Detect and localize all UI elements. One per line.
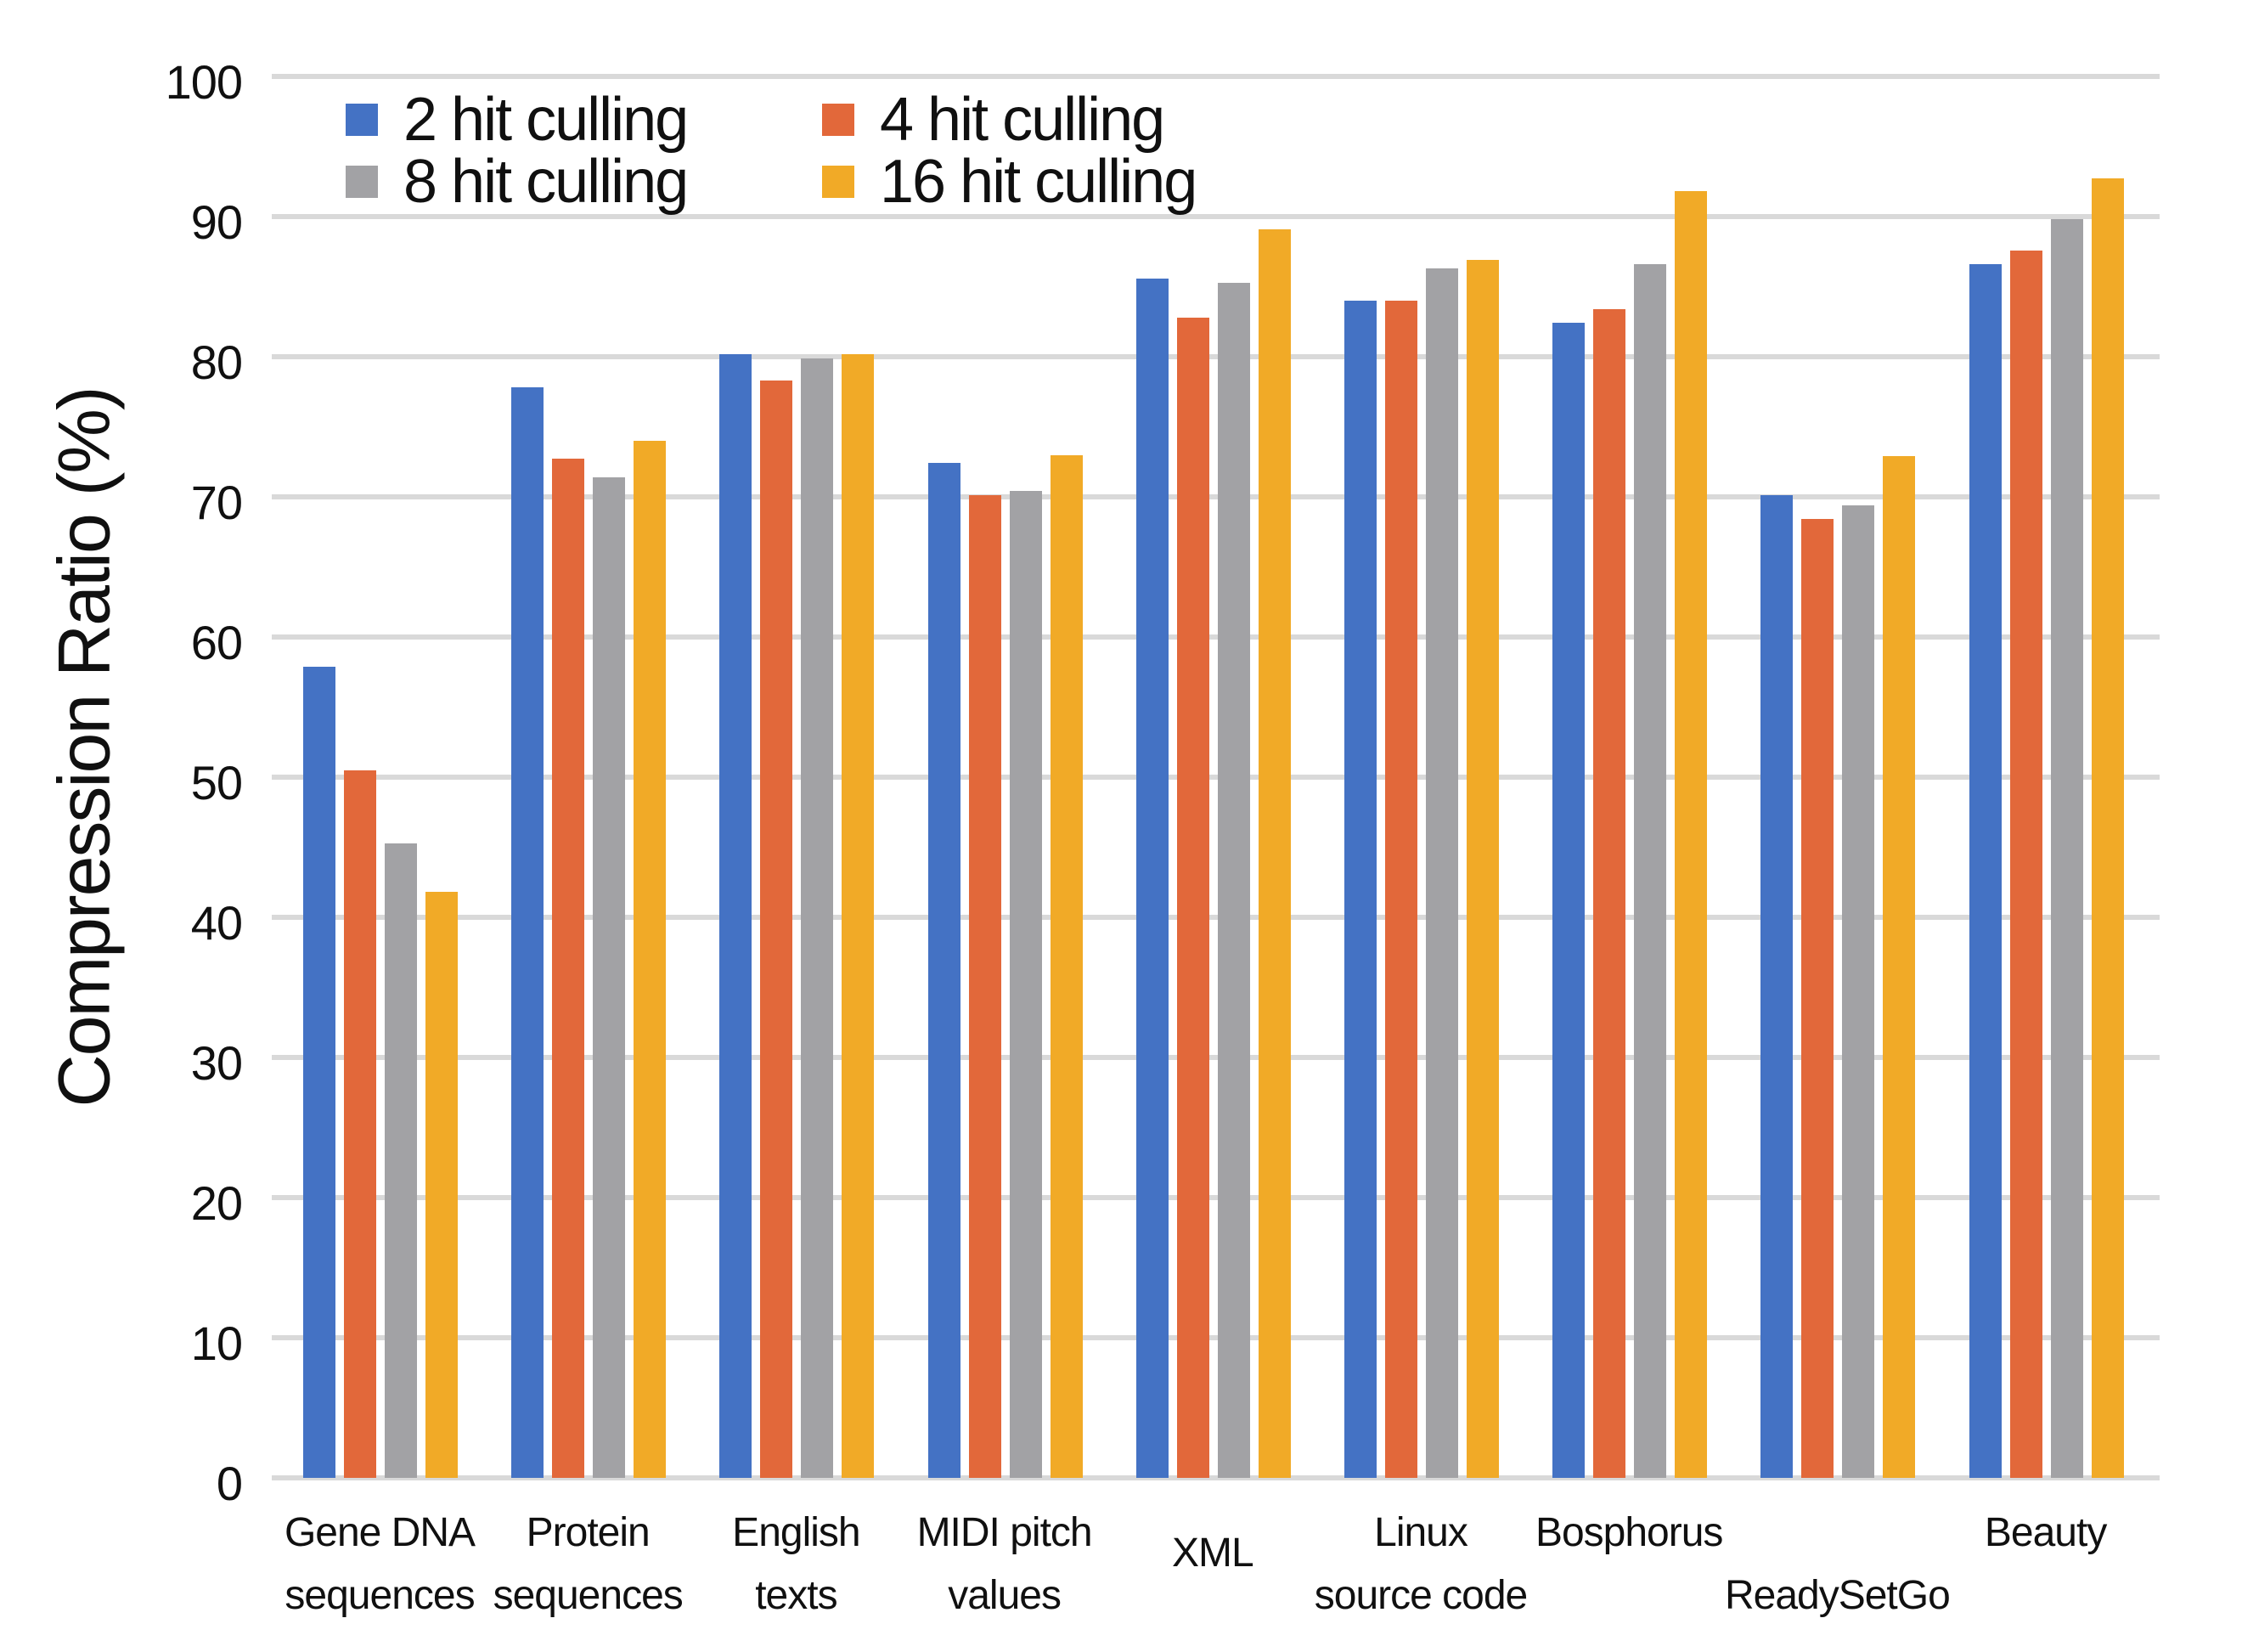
bar-8-hit-culling-XML	[1217, 282, 1250, 1478]
gridline-80	[272, 354, 2160, 359]
bar-8-hit-culling-MIDI-pitch-values	[1009, 491, 1042, 1478]
legend-label: 2 hit culling	[403, 85, 689, 154]
gridline-0	[272, 1475, 2160, 1480]
bar-2-hit-culling-Gene-DNA-sequences	[303, 666, 335, 1478]
bar-8-hit-culling-Bosphorus	[1634, 264, 1667, 1478]
bar-8-hit-culling-Gene-DNA-sequences	[385, 843, 417, 1478]
y-tick-label-100: 100	[165, 55, 243, 109]
x-tick-label-ReadySetGo: ReadySetGo	[1724, 1573, 1951, 1618]
bar-2-hit-culling-Linux-source-code	[1344, 301, 1377, 1478]
y-tick-label-30: 30	[190, 1036, 243, 1090]
x-tick-label-English-texts: English texts	[732, 1510, 860, 1618]
y-tick-label-0: 0	[216, 1457, 243, 1510]
bar-2-hit-culling-MIDI-pitch-values	[927, 463, 960, 1478]
bar-4-hit-culling-Protein-sequences	[552, 459, 585, 1478]
x-tick-label-Bosphorus: Bosphorus	[1535, 1510, 1723, 1555]
gridline-90	[272, 214, 2160, 219]
bar-2-hit-culling-Bosphorus	[1552, 323, 1586, 1478]
bar-16-hit-culling-Protein-sequences	[634, 441, 667, 1478]
bar-2-hit-culling-Protein-sequences	[511, 387, 544, 1478]
gridline-50	[272, 775, 2160, 780]
bar-4-hit-culling-ReadySetGo	[1801, 519, 1834, 1478]
gridline-40	[272, 915, 2160, 920]
bar-8-hit-culling-ReadySetGo	[1842, 505, 1875, 1478]
x-tick-label-Gene-DNA-sequences: Gene DNA sequences	[284, 1510, 476, 1618]
x-tick-label-MIDI-pitch-values: MIDI pitch values	[916, 1510, 1093, 1618]
y-tick-label-90: 90	[190, 195, 243, 249]
legend-swatch-icon	[346, 103, 378, 136]
legend-item-16-hit-culling: 16 hit culling	[822, 148, 1197, 216]
bar-16-hit-culling-Linux-source-code	[1467, 260, 1499, 1478]
legend-label: 16 hit culling	[880, 147, 1197, 216]
legend-swatch-icon	[822, 165, 854, 198]
bar-4-hit-culling-MIDI-pitch-values	[968, 495, 1001, 1478]
gridline-30	[272, 1055, 2160, 1060]
legend-label: 8 hit culling	[403, 147, 689, 216]
bar-4-hit-culling-Gene-DNA-sequences	[344, 770, 376, 1478]
gridline-100	[272, 74, 2160, 79]
y-tick-label-40: 40	[190, 896, 243, 950]
chart-legend: 2 hit culling 4 hit culling 8 hit culling 1…	[346, 86, 1197, 216]
bar-4-hit-culling-Linux-source-code	[1385, 301, 1417, 1478]
x-tick-label-Protein-sequences: Protein sequences	[493, 1510, 684, 1618]
legend-swatch-icon	[346, 165, 378, 198]
legend-label: 4 hit culling	[880, 85, 1165, 154]
bar-8-hit-culling-Linux-source-code	[1426, 268, 1458, 1478]
y-tick-label-70: 70	[190, 476, 243, 529]
bar-16-hit-culling-Bosphorus	[1675, 191, 1708, 1478]
bar-8-hit-culling-Beauty	[2050, 219, 2083, 1478]
legend-item-8-hit-culling: 8 hit culling	[346, 148, 822, 216]
gridline-10	[272, 1335, 2160, 1340]
gridline-20	[272, 1195, 2160, 1200]
y-tick-label-60: 60	[190, 616, 243, 669]
bar-4-hit-culling-XML	[1176, 317, 1209, 1478]
bar-16-hit-culling-Gene-DNA-sequences	[425, 892, 458, 1478]
gridline-70	[272, 494, 2160, 499]
gridline-60	[272, 634, 2160, 640]
y-tick-label-20: 20	[190, 1176, 243, 1230]
bar-16-hit-culling-ReadySetGo	[1883, 456, 1916, 1478]
legend-item-4-hit-culling: 4 hit culling	[822, 86, 1196, 154]
y-tick-label-50: 50	[190, 756, 243, 809]
bar-8-hit-culling-Protein-sequences	[593, 476, 626, 1478]
legend-item-2-hit-culling: 2 hit culling	[346, 86, 822, 154]
bar-4-hit-culling-Bosphorus	[1593, 308, 1626, 1478]
x-tick-label-Linux-source-code: Linux source code	[1314, 1510, 1529, 1618]
bar-2-hit-culling-XML	[1135, 278, 1169, 1478]
y-tick-label-10: 10	[190, 1317, 243, 1370]
bar-4-hit-culling-English-texts	[760, 381, 793, 1478]
bar-16-hit-culling-XML	[1258, 228, 1291, 1478]
bar-16-hit-culling-Beauty	[2091, 178, 2124, 1478]
bar-8-hit-culling-English-texts	[801, 358, 834, 1478]
bar-16-hit-culling-MIDI-pitch-values	[1050, 454, 1083, 1478]
bar-16-hit-culling-English-texts	[842, 353, 875, 1478]
bar-2-hit-culling-English-texts	[719, 353, 752, 1478]
bar-4-hit-culling-Beauty	[2009, 250, 2042, 1478]
y-tick-label-80: 80	[190, 335, 243, 389]
bar-2-hit-culling-ReadySetGo	[1760, 495, 1794, 1478]
bar-2-hit-culling-Beauty	[1969, 264, 2002, 1478]
legend-swatch-icon	[822, 103, 854, 136]
x-tick-label-Beauty: Beauty	[1984, 1510, 2107, 1555]
x-tick-label-XML: XML	[1171, 1531, 1254, 1576]
